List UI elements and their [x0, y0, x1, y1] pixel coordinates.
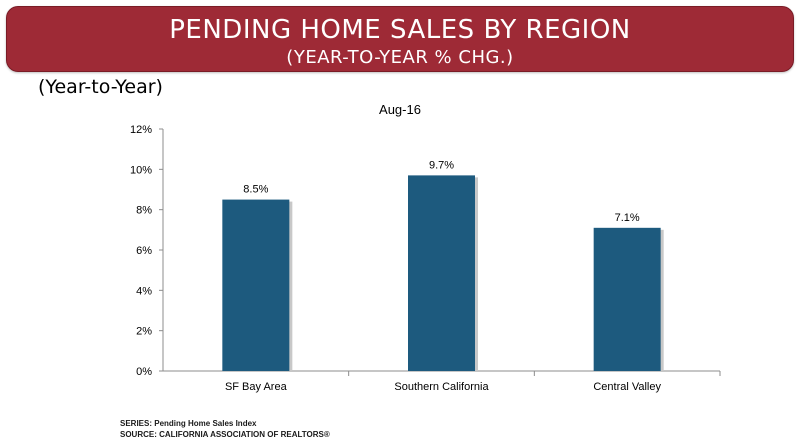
- labels: 0% 2% 4% 6% 8% 10% 12% 8.5% SF Bay Area 9.7% South…: [130, 124, 662, 393]
- series-note: SERIES: Pending Home Sales Index: [120, 419, 257, 428]
- chart-title: Aug-16: [379, 102, 421, 117]
- bar: [408, 175, 475, 371]
- footnotes: SERIES: Pending Home Sales Index SOURCE:…: [120, 418, 330, 440]
- data-label: 7.1%: [615, 212, 640, 224]
- source-note: SOURCE: CALIFORNIA ASSOCIATION OF REALTO…: [120, 430, 330, 439]
- page-subtitle: (YEAR-TO-YEAR % CHG.): [286, 47, 514, 68]
- title-banner: PENDING HOME SALES BY REGION (YEAR-TO-YE…: [6, 6, 794, 72]
- bar: [222, 199, 290, 371]
- bars: [222, 175, 664, 371]
- page-title: PENDING HOME SALES BY REGION: [169, 15, 631, 45]
- bar: [593, 227, 661, 371]
- y-tick-label: 4%: [136, 285, 152, 297]
- y-tick-label: 0%: [136, 366, 152, 378]
- data-label: 9.7%: [429, 159, 454, 171]
- units-label: (Year-to-Year): [38, 76, 163, 98]
- y-tick-label: 2%: [136, 326, 152, 338]
- category-label: Central Valley: [593, 381, 661, 393]
- category-label: Southern California: [394, 381, 489, 393]
- y-tick-label: 10%: [130, 164, 152, 176]
- y-tick-label: 8%: [136, 205, 152, 217]
- y-tick-label: 6%: [136, 245, 152, 257]
- data-label: 8.5%: [243, 184, 268, 196]
- category-label: SF Bay Area: [225, 381, 288, 393]
- y-tick-label: 12%: [130, 124, 152, 136]
